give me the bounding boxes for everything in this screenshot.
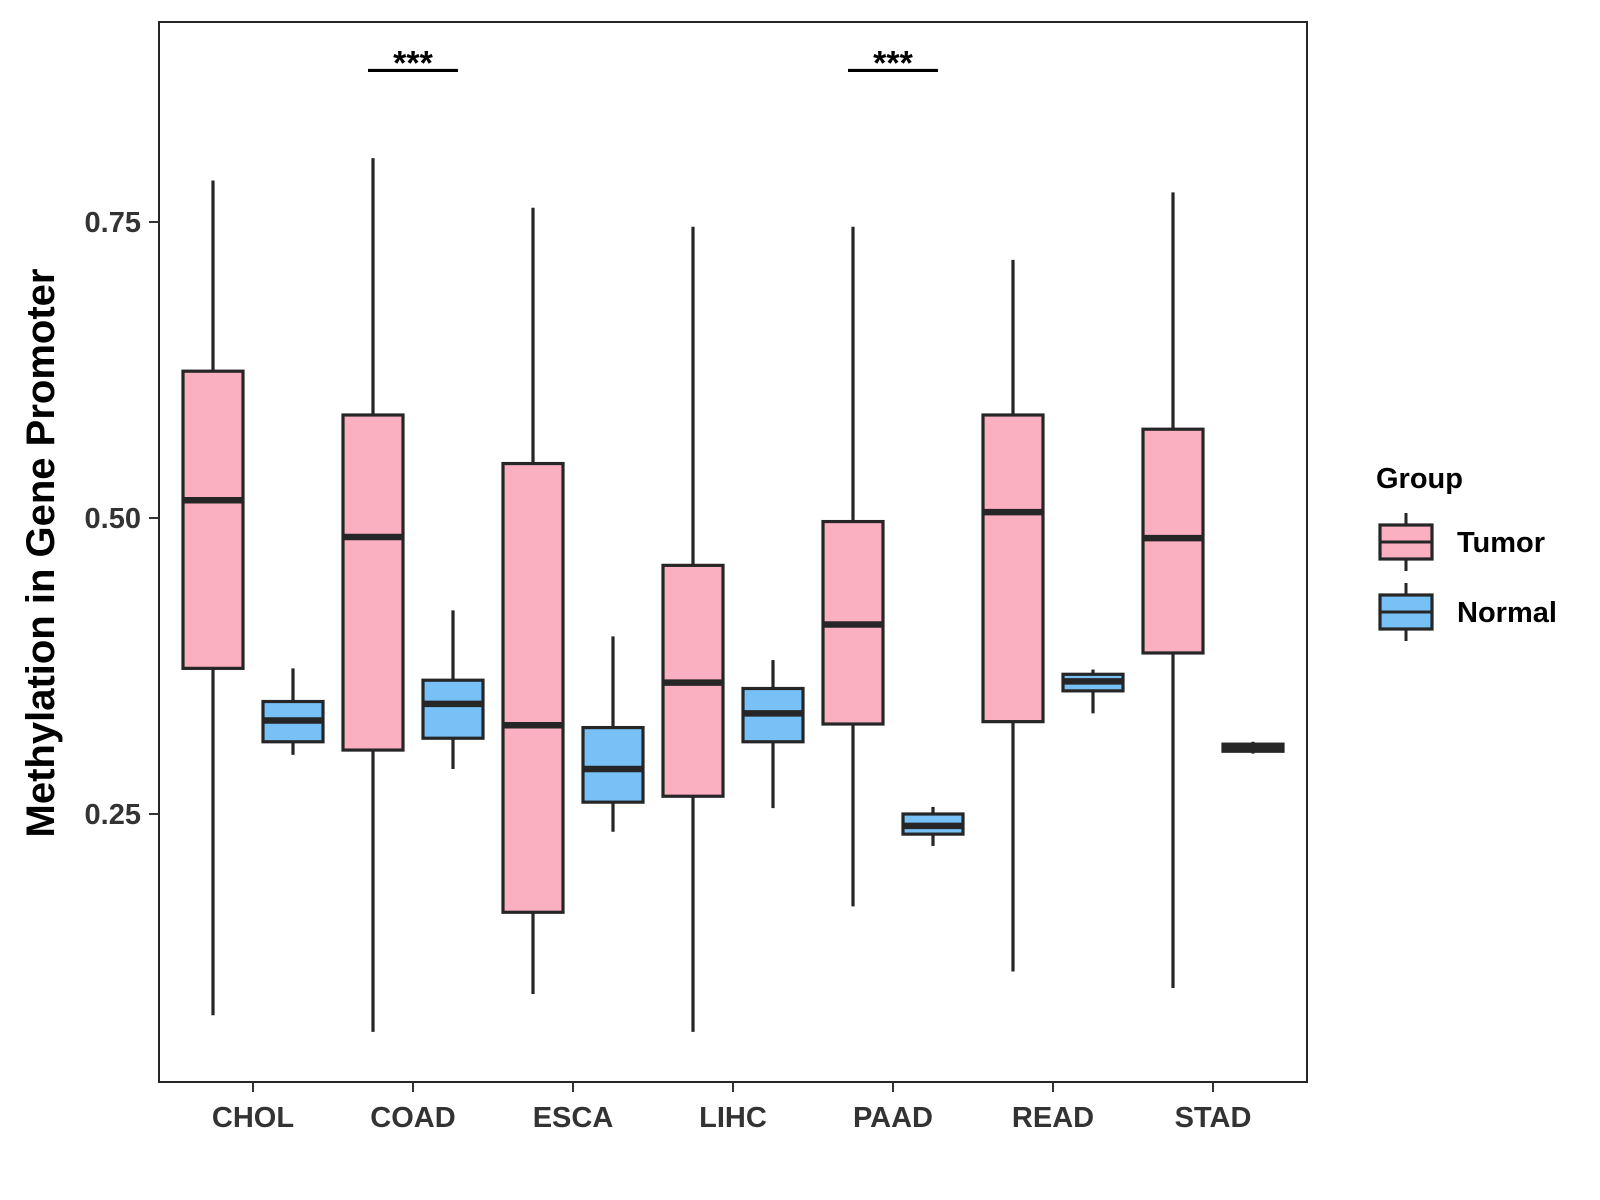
x-tick-label: COAD xyxy=(370,1102,455,1134)
box-normal-coad xyxy=(421,610,485,770)
x-tick-label: STAD xyxy=(1175,1102,1252,1134)
significance-label: *** xyxy=(393,44,433,82)
legend-label: Tumor xyxy=(1457,527,1545,559)
box-tumor-chol xyxy=(181,180,245,1016)
box-iqr xyxy=(341,413,405,752)
box-tumor-coad xyxy=(341,158,405,1032)
x-tick-label: PAAD xyxy=(853,1102,933,1134)
axes: CHOL COAD ESCA LIHC PAAD READ STAD 0.25 0.50 0.75 xyxy=(85,207,1252,1134)
box-iqr xyxy=(181,369,245,670)
box-normal-read xyxy=(1061,669,1125,714)
box-normal-lihc xyxy=(741,660,805,809)
legend-entries: Tumor Normal xyxy=(1378,513,1557,641)
box-normal-stad xyxy=(1221,741,1285,754)
box-tumor-read xyxy=(981,259,1045,972)
legend: Group Tumor Normal xyxy=(1376,463,1557,641)
plot-area: *** *** xyxy=(181,44,1285,1032)
box-iqr xyxy=(581,725,645,804)
box-iqr xyxy=(501,461,565,914)
y-tick-label: 0.50 xyxy=(85,503,141,535)
x-tick-label: LIHC xyxy=(699,1102,767,1134)
x-tick-label: CHOL xyxy=(212,1102,294,1134)
x-tick-label: ESCA xyxy=(533,1102,614,1134)
significance-annotation: *** xyxy=(368,44,458,82)
y-tick-label: 0.25 xyxy=(85,799,141,831)
box-tumor-stad xyxy=(1141,192,1205,989)
legend-label: Normal xyxy=(1457,597,1557,629)
box-normal-chol xyxy=(261,668,325,755)
legend-title: Group xyxy=(1376,463,1463,495)
box-normal-paad xyxy=(901,806,965,846)
significance-annotation: *** xyxy=(848,44,938,82)
y-axis-title: Methylation in Gene Promoter xyxy=(19,269,63,838)
box-tumor-lihc xyxy=(661,226,725,1032)
x-tick-label: READ xyxy=(1012,1102,1094,1134)
y-tick-label: 0.75 xyxy=(85,207,141,239)
box-iqr xyxy=(981,413,1045,724)
box-normal-esca xyxy=(581,636,645,832)
box-iqr xyxy=(421,678,485,740)
box-tumor-esca xyxy=(501,207,565,994)
legend-entry-tumor: Tumor xyxy=(1378,513,1545,571)
box-tumor-paad xyxy=(821,226,885,907)
significance-label: *** xyxy=(873,44,913,82)
legend-entry-normal: Normal xyxy=(1378,583,1557,641)
